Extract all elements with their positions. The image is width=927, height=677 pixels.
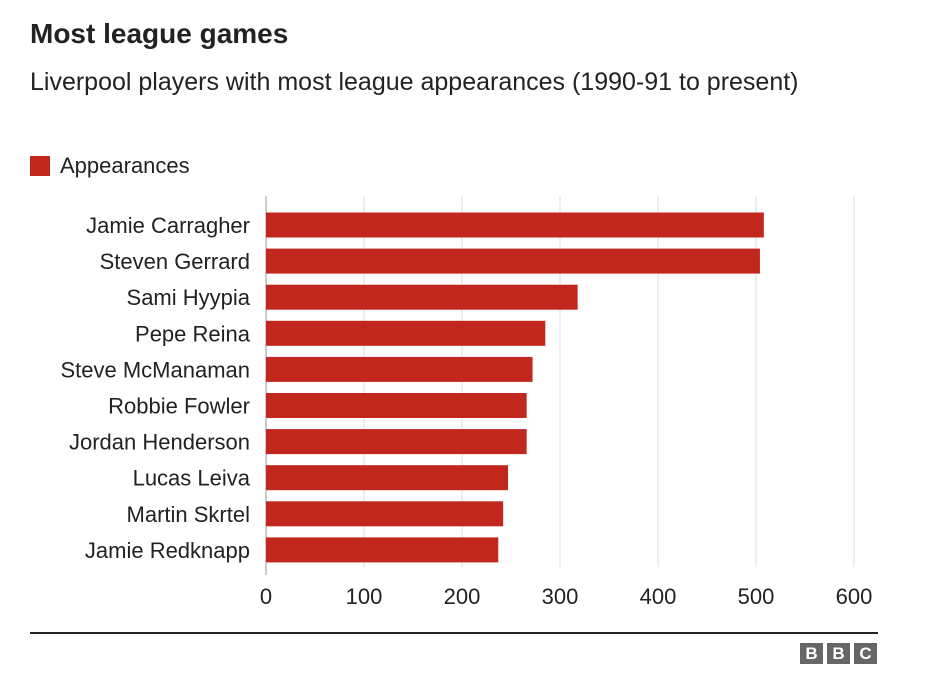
bbc-logo-letter-b1: B	[800, 643, 823, 664]
x-tick-label-400: 400	[640, 584, 677, 609]
bbc-logo: B B C	[800, 643, 877, 664]
bars	[266, 212, 764, 563]
bar-robbie-fowler	[266, 393, 527, 418]
category-label-robbie-fowler: Robbie Fowler	[108, 394, 250, 419]
bar-steven-gerrard	[266, 248, 760, 274]
bar-sami-hyypia	[266, 284, 578, 310]
category-label-sami-hyypia: Sami Hyypia	[127, 285, 251, 310]
x-tick-label-300: 300	[542, 584, 579, 609]
category-label-jordan-henderson: Jordan Henderson	[69, 430, 250, 455]
x-tick-label-200: 200	[444, 584, 481, 609]
bar-martin-skrtel	[266, 501, 504, 527]
x-tick-label-100: 100	[346, 584, 383, 609]
category-label-pepe-reina: Pepe Reina	[135, 321, 251, 346]
x-tick-label-600: 600	[836, 584, 873, 609]
category-label-steve-mcmanaman: Steve McManaman	[60, 357, 250, 382]
category-labels: Jamie Carragher Steven Gerrard Sami Hyypia…	[60, 213, 250, 563]
category-label-martin-skrtel: Martin Skrtel	[127, 502, 250, 527]
x-tick-label-0: 0	[260, 584, 272, 609]
category-label-jamie-carragher: Jamie Carragher	[86, 213, 250, 238]
footer-divider	[30, 632, 878, 634]
bbc-logo-letter-c: C	[854, 643, 877, 664]
category-label-lucas-leiva: Lucas Leiva	[133, 466, 251, 491]
legend-label: Appearances	[60, 153, 190, 178]
bbc-logo-letter-b2: B	[827, 643, 850, 664]
bar-jamie-carragher	[266, 212, 764, 238]
legend: Appearances	[30, 152, 190, 180]
bar-steve-mcmanaman	[266, 356, 533, 382]
x-axis-tick-labels: 0 100 200 300 400 500 600	[260, 584, 872, 609]
legend-swatch	[30, 156, 50, 176]
bar-pepe-reina	[266, 320, 546, 346]
category-label-jamie-redknapp: Jamie Redknapp	[85, 538, 250, 563]
bar-lucas-leiva	[266, 465, 509, 491]
chart-title: Most league games	[30, 18, 289, 49]
chart-subtitle: Liverpool players with most league appea…	[30, 68, 799, 96]
category-label-steven-gerrard: Steven Gerrard	[100, 249, 250, 274]
bar-jamie-redknapp	[266, 537, 499, 563]
bar-jordan-henderson	[266, 429, 527, 455]
x-tick-label-500: 500	[738, 584, 775, 609]
